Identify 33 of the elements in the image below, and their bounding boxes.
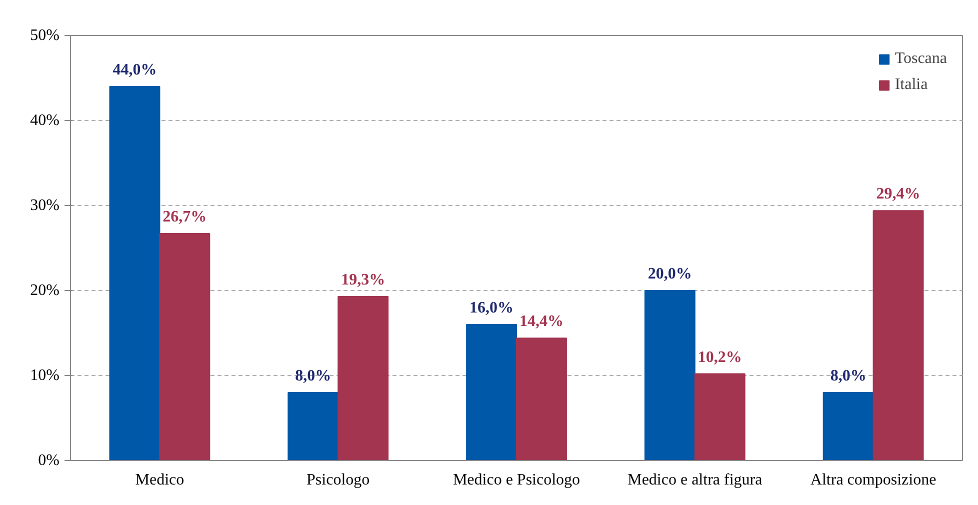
- bar: [338, 296, 389, 460]
- y-tick-label: 20%: [30, 282, 60, 299]
- bar: [644, 290, 696, 460]
- data-label: 26,7%: [162, 208, 207, 226]
- data-label: 10,2%: [698, 348, 742, 366]
- data-label: 20,0%: [648, 266, 692, 282]
- y-tick-label: 40%: [30, 112, 60, 129]
- legend-label: Italia: [894, 76, 928, 94]
- data-label: 44,0%: [112, 62, 157, 78]
- bar: [159, 233, 210, 460]
- bar: [466, 324, 517, 460]
- bar: [109, 86, 160, 460]
- bar: [872, 210, 924, 460]
- x-tick-label: Psicologo: [306, 472, 370, 488]
- bar: [516, 338, 567, 460]
- data-label: 8,0%: [295, 368, 332, 384]
- bar: [288, 392, 339, 460]
- data-label: 29,4%: [876, 186, 920, 203]
- y-tick-label: 30%: [30, 197, 60, 214]
- data-label: 19,3%: [341, 271, 386, 288]
- bar: [694, 373, 746, 460]
- x-tick-label: Medico e Psicologo: [452, 472, 580, 488]
- data-label: 8,0%: [830, 368, 866, 384]
- y-tick-label: 0%: [38, 452, 60, 469]
- y-tick-label: 10%: [30, 367, 60, 384]
- data-label: 16,0%: [470, 300, 514, 316]
- x-tick-label: Altra composizione: [810, 472, 936, 488]
- x-tick-label: Medico e altra figura: [628, 472, 762, 488]
- legend-label: Toscana: [894, 50, 947, 68]
- x-tick-label: Medico: [135, 472, 184, 488]
- y-tick-label: 50%: [30, 27, 60, 44]
- data-label: 14,4%: [519, 313, 564, 330]
- bar: [822, 392, 874, 460]
